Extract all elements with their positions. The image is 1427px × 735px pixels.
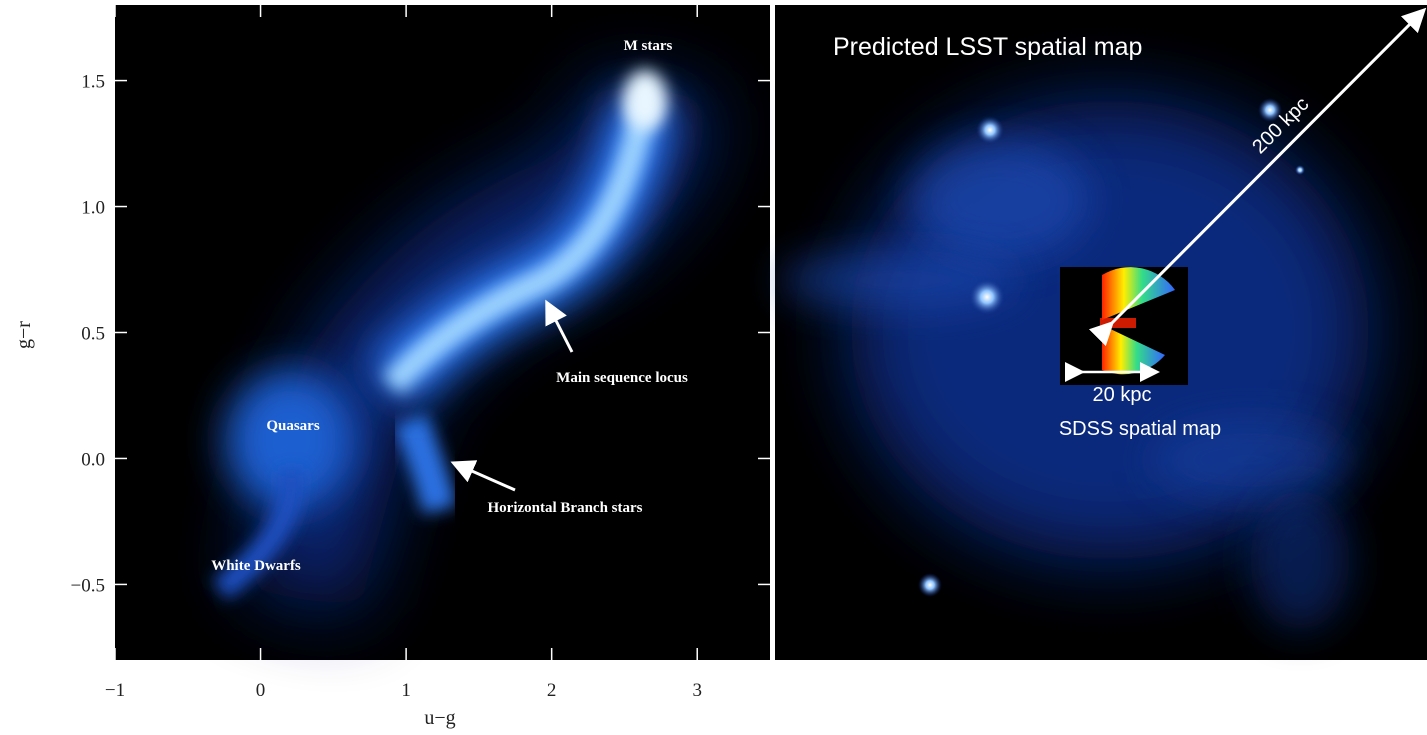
x-tick-label: 3 (692, 680, 702, 701)
annotation-arrow (545, 299, 574, 353)
x-tick-label: −1 (105, 680, 125, 701)
map-title: Predicted LSST spatial map (833, 33, 1142, 61)
scale-arrow (1088, 7, 1427, 347)
annotation: M stars (624, 38, 673, 54)
annotation: White Dwarfs (211, 558, 301, 574)
annotation: Horizontal Branch stars (488, 500, 643, 516)
inset-label: SDSS spatial map (1059, 418, 1221, 440)
y-tick-label: 0.5 (81, 324, 105, 345)
x-tick-label: 2 (547, 680, 557, 701)
x-tick-label: 0 (256, 680, 266, 701)
y-tick-label: 0.0 (81, 449, 105, 470)
y-axis-label: g−r (13, 321, 35, 349)
y-tick-label: 1.0 (81, 198, 105, 219)
y-tick-label: 1.5 (81, 72, 105, 93)
x-axis-label: u−g (424, 707, 455, 729)
annotation: Quasars (266, 418, 320, 434)
density-cloud (212, 70, 719, 615)
inner-scale: 20 kpc (1093, 384, 1152, 406)
y-tick-label: −0.5 (71, 575, 105, 596)
annotation-arrow (450, 460, 516, 492)
annotation: Main sequence locus (556, 370, 688, 386)
x-tick-label: 1 (401, 680, 411, 701)
